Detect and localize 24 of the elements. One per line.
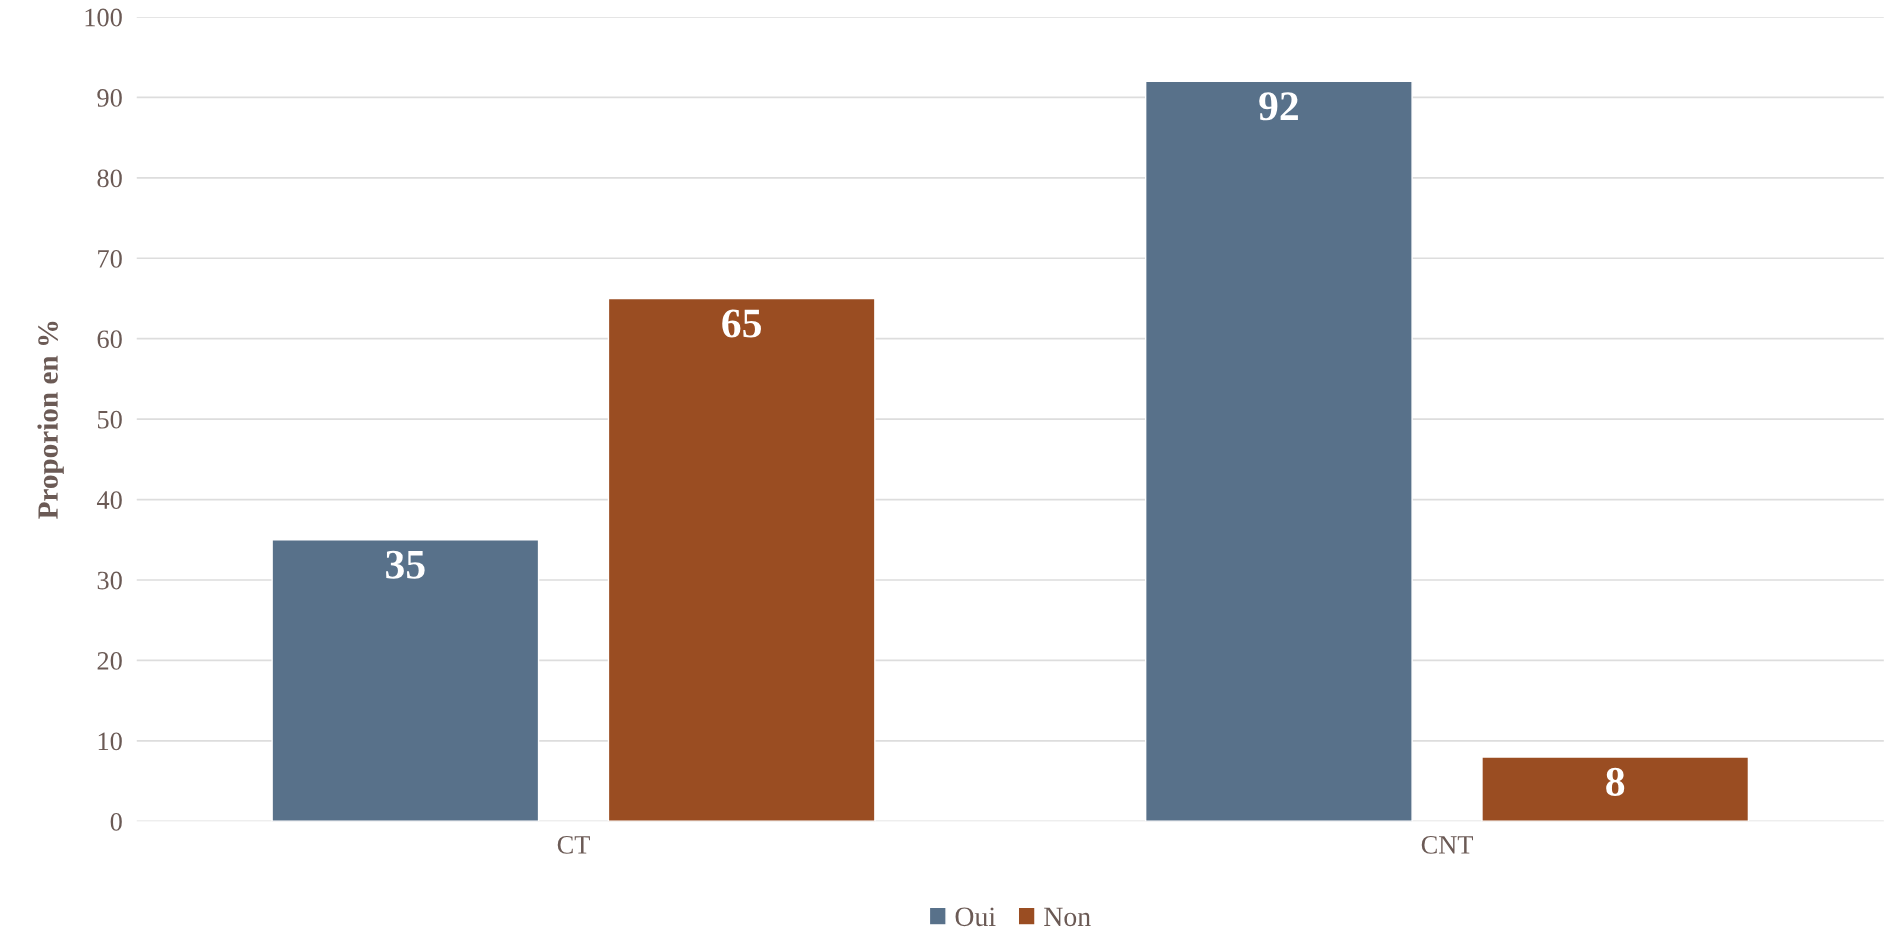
- legend-label: Non: [1044, 907, 1091, 927]
- y-tick-label: 0: [110, 812, 122, 831]
- y-tick-label: 30: [97, 571, 122, 590]
- data-label: 35: [386, 550, 425, 579]
- data-label: 65: [722, 309, 761, 338]
- y-tick-label: 10: [98, 732, 122, 751]
- y-tick-label: 90: [97, 89, 122, 107]
- y-tick-label: 50: [97, 410, 122, 429]
- bar: [607, 297, 876, 822]
- bar: [271, 539, 540, 822]
- bar: [1144, 80, 1413, 822]
- data-label: 92: [1259, 92, 1298, 121]
- y-tick-label: 80: [97, 169, 122, 188]
- y-tick-label: 20: [97, 652, 122, 670]
- x-tick-label: CT: [557, 836, 590, 854]
- y-axis-title: Proporion en %: [37, 321, 64, 519]
- y-tick-label: 70: [98, 249, 122, 268]
- data-label: 8: [1606, 767, 1625, 796]
- x-tick-label: CNT: [1421, 836, 1473, 854]
- legend-label: Oui: [955, 907, 996, 927]
- y-tick-label: 60: [97, 330, 122, 349]
- y-tick-label: 100: [85, 8, 122, 27]
- bar: [1481, 756, 1750, 822]
- y-tick-label: 40: [96, 491, 122, 509]
